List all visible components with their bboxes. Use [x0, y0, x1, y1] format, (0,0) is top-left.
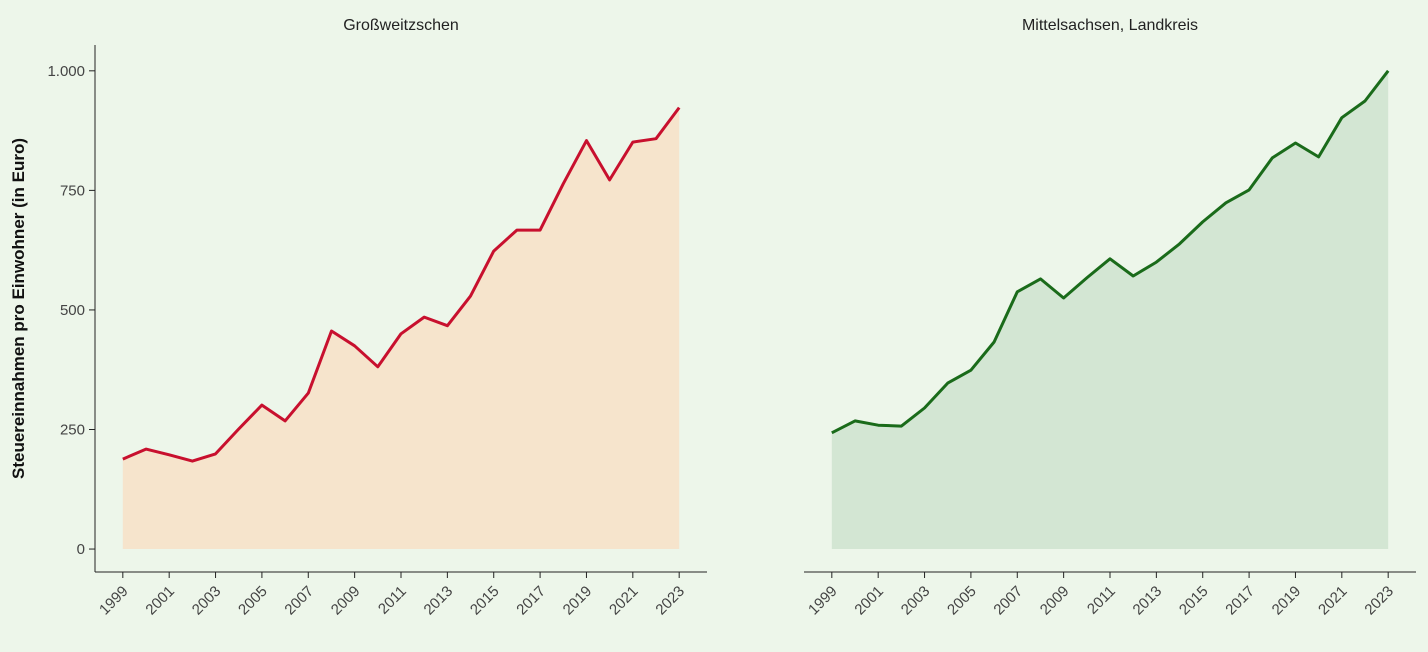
- x-tick-label: 2023: [652, 583, 688, 619]
- x-tick-label: 2003: [189, 583, 225, 619]
- x-tick-label: 2011: [1084, 583, 1119, 618]
- x-tick-label: 1999: [96, 583, 132, 619]
- x-tick-label: 2017: [513, 583, 549, 619]
- x-tick-label: 2007: [281, 583, 317, 619]
- x-tick-label: 2005: [944, 583, 980, 619]
- x-tick-label: 2015: [467, 583, 503, 619]
- y-tick-label: 250: [60, 421, 85, 438]
- x-tick-label: 2001: [142, 583, 178, 619]
- x-tick-label: 2013: [1130, 583, 1166, 619]
- x-tick-label: 2001: [851, 583, 887, 619]
- x-tick-label: 2011: [375, 583, 410, 618]
- x-tick-label: 2013: [421, 583, 457, 619]
- y-tick-label: 0: [77, 541, 85, 558]
- x-tick-label: 2021: [1315, 583, 1351, 619]
- x-tick-label: 2019: [1269, 583, 1305, 619]
- x-tick-label: 2023: [1361, 583, 1397, 619]
- line: [831, 69, 1390, 435]
- y-tick-label: 500: [60, 302, 85, 319]
- panel-title: Mittelsachsen, Landkreis: [1022, 17, 1198, 34]
- y-tick-label: 750: [60, 182, 85, 199]
- x-tick-label: 2009: [328, 583, 364, 619]
- x-tick-label: 2019: [560, 583, 596, 619]
- x-tick-label: 2017: [1222, 583, 1258, 619]
- x-tick-label: 2009: [1037, 583, 1073, 619]
- area: [831, 70, 1389, 550]
- area: [122, 107, 680, 550]
- x-tick-label: 2021: [606, 583, 642, 619]
- x-tick-label: 2007: [990, 583, 1026, 619]
- line: [122, 106, 681, 463]
- x-tick-label: 2015: [1176, 583, 1212, 619]
- x-tick-label: 2005: [235, 583, 271, 619]
- panel-title: Großweitzschen: [343, 17, 459, 34]
- x-tick-label: 2003: [898, 583, 934, 619]
- y-axis-label: Steuereinnahmen pro Einwohner (in Euro): [9, 138, 28, 479]
- x-tick-label: 1999: [805, 583, 841, 619]
- y-tick-label: 1.000: [47, 63, 85, 80]
